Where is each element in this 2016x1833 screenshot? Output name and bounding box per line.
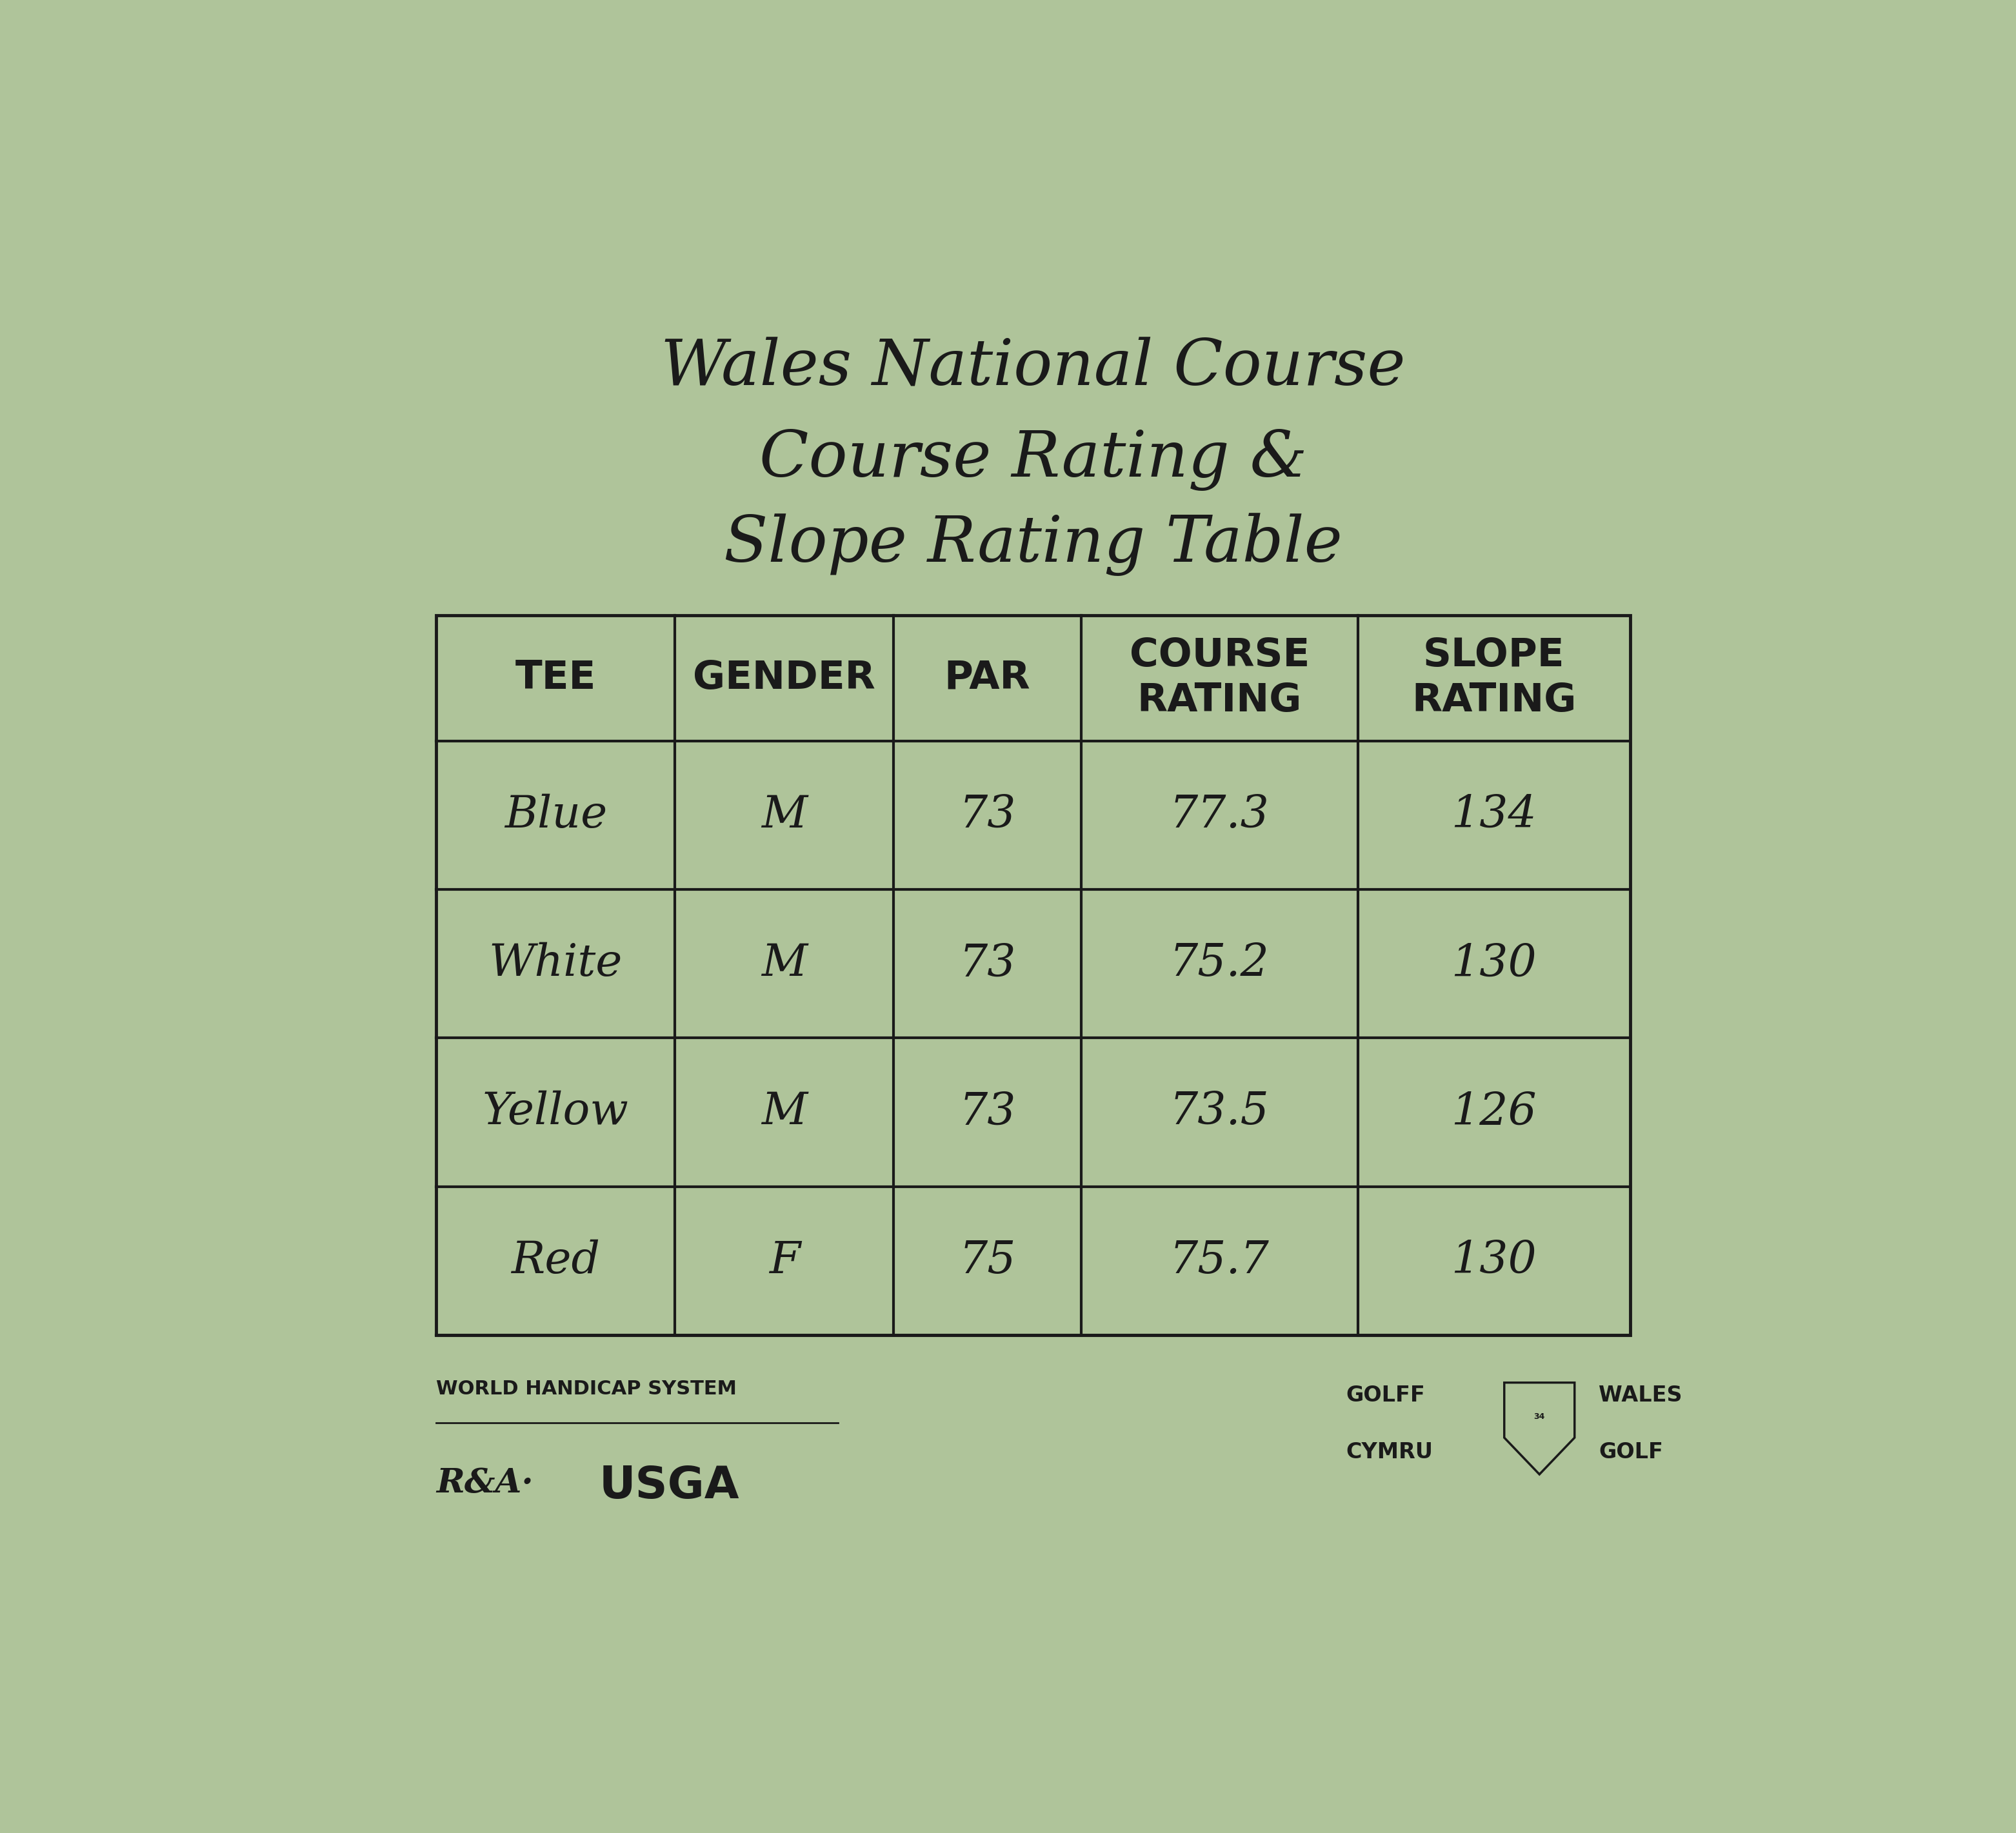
Text: 134: 134 <box>1452 794 1536 838</box>
Bar <box>435 616 1631 1334</box>
Text: SLOPE
RATING: SLOPE RATING <box>1411 636 1577 720</box>
Text: White: White <box>488 942 623 986</box>
Text: Course Rating &
Slope Rating Table: Course Rating & Slope Rating Table <box>724 429 1343 576</box>
Text: 77.3: 77.3 <box>1169 794 1270 838</box>
Text: TEE: TEE <box>516 660 597 697</box>
Text: 73: 73 <box>960 1091 1016 1135</box>
Text: 34: 34 <box>1534 1413 1544 1421</box>
Text: 73.5: 73.5 <box>1169 1091 1270 1135</box>
Text: GENDER: GENDER <box>694 660 875 697</box>
Text: WALES: WALES <box>1599 1386 1681 1406</box>
Text: PAR: PAR <box>943 660 1030 697</box>
Text: USGA: USGA <box>599 1465 740 1507</box>
Text: 75.7: 75.7 <box>1169 1239 1270 1283</box>
Text: 130: 130 <box>1452 1239 1536 1283</box>
Text: WORLD HANDICAP SYSTEM: WORLD HANDICAP SYSTEM <box>435 1380 738 1399</box>
Text: 73: 73 <box>960 942 1016 986</box>
Text: 73: 73 <box>960 794 1016 838</box>
Text: Yellow: Yellow <box>482 1091 629 1135</box>
Text: Blue: Blue <box>504 794 607 838</box>
Text: 130: 130 <box>1452 942 1536 986</box>
Text: COURSE
RATING: COURSE RATING <box>1129 636 1310 720</box>
Text: 75.2: 75.2 <box>1169 942 1270 986</box>
Text: F: F <box>768 1239 800 1283</box>
Text: M: M <box>762 942 806 986</box>
Text: Wales National Course: Wales National Course <box>661 337 1405 400</box>
Text: R&A·: R&A· <box>435 1466 534 1499</box>
Text: M: M <box>762 794 806 838</box>
Text: CYMRU: CYMRU <box>1347 1441 1433 1463</box>
Text: Red: Red <box>512 1239 601 1283</box>
Text: GOLFF: GOLFF <box>1347 1386 1425 1406</box>
Text: GOLF: GOLF <box>1599 1441 1663 1463</box>
Text: M: M <box>762 1091 806 1135</box>
Text: 126: 126 <box>1452 1091 1536 1135</box>
Text: 75: 75 <box>960 1239 1016 1283</box>
